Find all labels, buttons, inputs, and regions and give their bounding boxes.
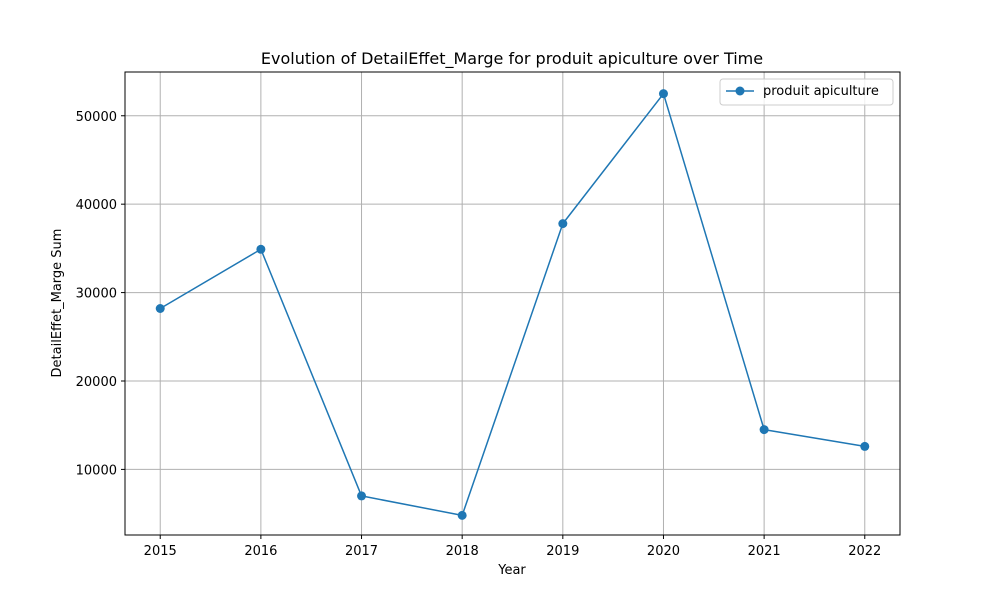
grid <box>125 72 900 535</box>
x-tick-label: 2019 <box>546 544 579 559</box>
data-point <box>558 219 568 229</box>
y-tick-label: 40000 <box>76 198 117 213</box>
legend-entry-label: produit apiculture <box>763 84 879 99</box>
legend: produit apiculture <box>719 78 894 106</box>
x-tick-label: 2017 <box>345 544 378 559</box>
chart-title: Evolution of DetailEffet_Marge for produ… <box>261 49 763 69</box>
legend-box <box>719 78 894 106</box>
data-point <box>457 510 467 520</box>
x-axis-label: Year <box>497 563 526 578</box>
series-layer <box>155 89 870 520</box>
data-point <box>357 491 367 501</box>
legend-marker-swatch <box>735 86 745 96</box>
axes <box>124 71 901 536</box>
y-tick-label: 20000 <box>76 375 117 390</box>
data-point <box>759 425 769 435</box>
x-tick-label: 2018 <box>446 544 479 559</box>
series-line <box>159 92 865 517</box>
y-tick-label: 30000 <box>76 287 117 302</box>
x-tick-label: 2015 <box>144 544 177 559</box>
y-tick-label: 50000 <box>76 110 117 125</box>
ticks: 2015 2016 2017 2018 2019 2020 2021 2022 10000 200… <box>76 110 882 559</box>
data-point <box>658 89 668 99</box>
x-tick-label: 2022 <box>848 544 881 559</box>
x-tick-label: 2016 <box>244 544 277 559</box>
x-tick-label: 2021 <box>748 544 781 559</box>
y-axis-label: DetailEffet_Marge Sum <box>50 229 65 378</box>
data-point <box>860 441 870 451</box>
plot-frame <box>124 71 901 536</box>
data-point <box>155 303 165 313</box>
data-point <box>256 244 266 254</box>
x-tick-label: 2020 <box>647 544 680 559</box>
y-tick-label: 10000 <box>76 463 117 478</box>
